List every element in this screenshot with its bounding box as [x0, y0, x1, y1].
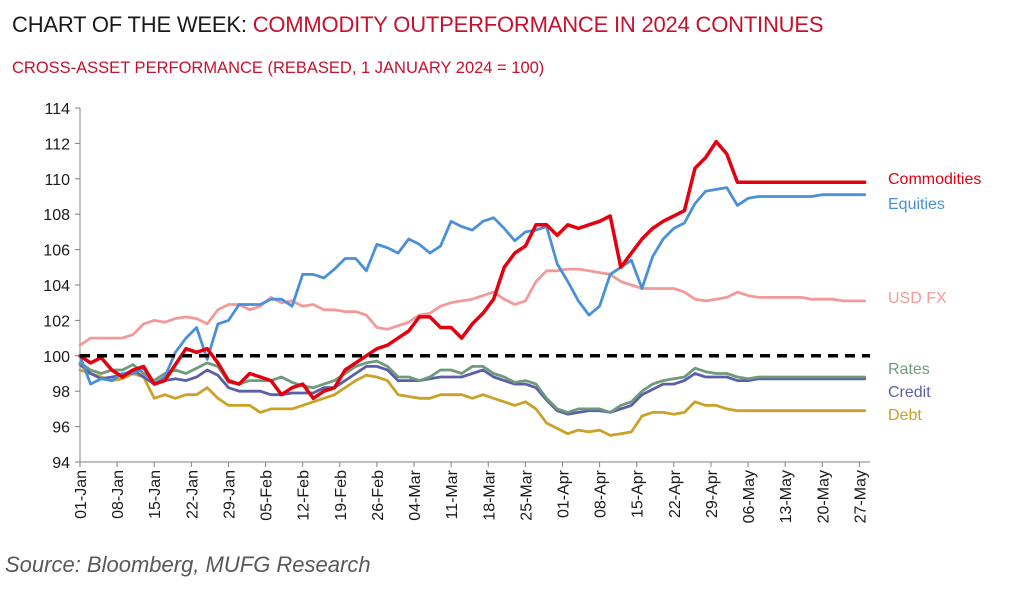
x-tick-label: 08-Apr: [593, 469, 610, 518]
x-tick-label: 05-Feb: [259, 470, 276, 521]
x-tick-label: 13-May: [778, 470, 795, 523]
series-line-equities: [78, 186, 867, 386]
x-tick-label: 04-Mar: [407, 469, 424, 520]
series-line-rates: [78, 359, 867, 414]
series-lines: [78, 139, 867, 437]
source-note: Source: Bloomberg, MUFG Research: [5, 552, 371, 577]
series-label-rates: Rates: [888, 361, 930, 378]
x-tick-label: 18-Mar: [481, 469, 498, 520]
x-tick-label: 19-Feb: [333, 470, 350, 521]
y-tick-label: 110: [44, 172, 70, 189]
y-axis: 94 96 98 100 102 104 106 108 110 112 114: [43, 101, 81, 472]
x-tick-label: 29-Apr: [704, 469, 721, 518]
series-label-commodities: Commodities: [888, 171, 981, 188]
y-tick-label: 104: [43, 278, 70, 295]
x-tick-label: 22-Apr: [667, 469, 684, 518]
x-tick-label: 15-Apr: [630, 469, 647, 518]
x-tick-label: 26-Feb: [370, 470, 387, 521]
x-tick-label: 20-May: [815, 470, 832, 523]
y-tick-label: 106: [43, 243, 70, 260]
series-line-credit: [78, 363, 867, 416]
x-tick-label: 11-Mar: [444, 469, 461, 519]
y-tick-label: 102: [43, 313, 70, 330]
series-line-debt: [78, 368, 867, 437]
y-tick-label: 100: [43, 349, 70, 366]
x-axis: 01-Jan 08-Jan 15-Jan 22-Jan 29-Jan 05-Feb 12-F…: [73, 461, 870, 523]
x-tick-label: 25-Mar: [518, 469, 535, 520]
y-tick-label: 108: [43, 207, 70, 224]
series-labels: Commodities Equities USD FX Rates Credit Debt: [888, 171, 981, 424]
series-line-usd-fx: [78, 267, 867, 347]
x-tick-label: 06-May: [741, 470, 758, 523]
x-tick-label: 12-Feb: [296, 470, 313, 521]
series-label-usd-fx: USD FX: [888, 290, 947, 307]
x-tick-label: 15-Jan: [147, 470, 164, 519]
x-tick-label: 27-May: [852, 470, 869, 523]
title-accent: COMMODITY OUTPERFORMANCE IN 2024 CONTINU…: [252, 12, 824, 37]
series-line-commodities: [78, 139, 867, 401]
x-tick-label: 29-Jan: [221, 470, 238, 519]
y-tick-label: 94: [52, 455, 70, 472]
series-label-debt: Debt: [888, 407, 922, 424]
x-tick-label: 01-Apr: [555, 469, 572, 518]
chart-subtitle: CROSS-ASSET PERFORMANCE (REBASED, 1 JANU…: [12, 59, 545, 77]
y-tick-label: 98: [52, 384, 70, 401]
chart-title: CHART OF THE WEEK: COMMODITY OUTPERFORMA…: [12, 12, 823, 38]
x-tick-label: 01-Jan: [73, 470, 90, 519]
title-lead: CHART OF THE WEEK:: [12, 12, 247, 37]
y-tick-label: 112: [44, 136, 70, 153]
y-tick-label: 96: [52, 420, 70, 437]
series-label-credit: Credit: [888, 384, 931, 401]
x-tick-label: 08-Jan: [110, 470, 127, 519]
x-tick-label: 22-Jan: [184, 470, 201, 519]
y-tick-label: 114: [44, 101, 70, 118]
series-label-equities: Equities: [888, 196, 945, 213]
